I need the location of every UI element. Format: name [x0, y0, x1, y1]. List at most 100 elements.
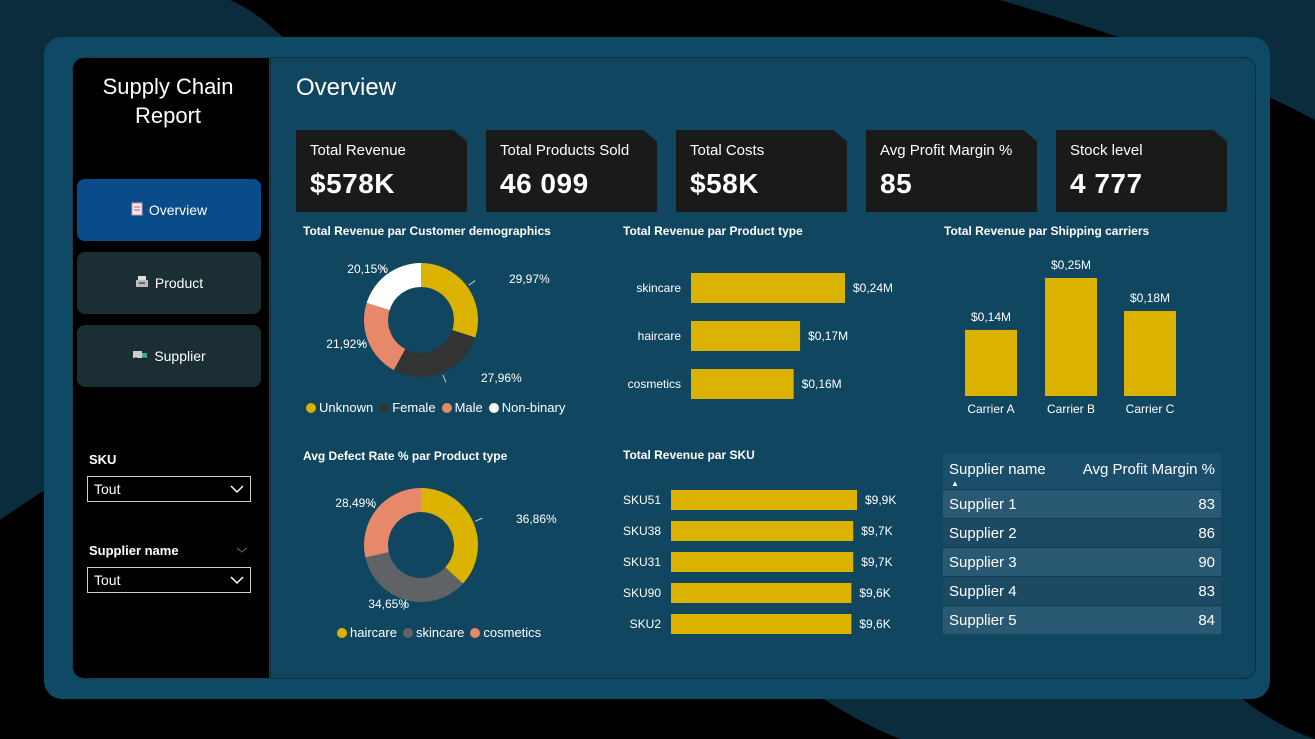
supplier-table: Supplier name ▲ Avg Profit Margin % Supp… — [943, 453, 1221, 634]
bar-sku90[interactable] — [671, 583, 852, 603]
table-row[interactable]: Supplier 2 86 — [943, 518, 1221, 547]
axis-label: SKU38 — [623, 524, 661, 538]
document-icon — [131, 202, 143, 219]
data-label: 27,96% — [481, 371, 522, 385]
bar-carrier-b[interactable] — [1045, 278, 1097, 396]
legend-item[interactable]: Unknown — [306, 400, 373, 415]
bar-sku51[interactable] — [671, 490, 857, 510]
data-label: 20,15% — [347, 262, 388, 276]
table-row[interactable]: Supplier 1 83 — [943, 489, 1221, 518]
chevron-down-icon[interactable] — [236, 545, 248, 555]
kpi-card-stock-level: Stock level 4 777 — [1056, 130, 1227, 212]
donut-slice-male[interactable] — [364, 302, 406, 371]
donut-slice-skincare[interactable] — [365, 552, 463, 602]
axis-label: haircare — [638, 329, 682, 343]
legend-defect: haircare skincare cosmetics — [337, 625, 541, 640]
sku-filter-dropdown[interactable]: Tout — [87, 476, 251, 502]
legend-item[interactable]: cosmetics — [470, 625, 541, 640]
nav-overview-label: Overview — [148, 202, 208, 218]
donut-slice-non-binary[interactable] — [366, 263, 421, 311]
bar-sku38[interactable] — [671, 521, 854, 541]
kpi-value: $58K — [690, 168, 759, 199]
nav-product-label: Product — [154, 275, 204, 291]
donut-slice-haircare[interactable] — [421, 488, 478, 584]
data-label: 34,65% — [368, 597, 409, 611]
donut-slice-unknown[interactable] — [421, 263, 478, 338]
page-title: Overview — [296, 74, 397, 101]
table-row[interactable]: Supplier 3 90 — [943, 547, 1221, 576]
axis-label: SKU51 — [623, 493, 661, 507]
sku-filter-label: SKU — [89, 452, 117, 467]
data-label: $9,7K — [861, 555, 892, 569]
bar-sku31[interactable] — [671, 552, 854, 572]
kpi-value: 4 777 — [1070, 168, 1143, 199]
axis-label: skincare — [636, 281, 681, 295]
supplier-filter-dropdown[interactable]: Tout — [87, 567, 251, 593]
bar-carrier-c[interactable] — [1124, 311, 1176, 396]
data-label: $0,16M — [802, 377, 842, 391]
data-label: $9,6K — [859, 617, 890, 631]
donut-chart-demographics[interactable]: 29,97% 27,96% 21,92% 20,15% — [291, 248, 591, 398]
data-label: $9,7K — [861, 524, 892, 538]
chart-title-defect: Avg Defect Rate % par Product type — [303, 449, 508, 463]
nav-supplier-button[interactable]: Supplier — [77, 325, 261, 387]
kpi-label: Total Revenue — [310, 142, 406, 159]
nav-overview-button[interactable]: Overview — [77, 179, 261, 241]
table-row[interactable]: Supplier 4 83 — [943, 576, 1221, 605]
supplier-filter-value: Tout — [94, 572, 121, 588]
bar-carrier-a[interactable] — [965, 329, 1017, 396]
data-label: $0,25M — [1051, 258, 1091, 272]
data-label: 21,92% — [326, 337, 367, 351]
app-title: Supply Chain Report — [102, 74, 234, 128]
legend-item[interactable]: skincare — [402, 625, 464, 640]
column-header-avg-profit-margin[interactable]: Avg Profit Margin % — [1082, 461, 1215, 478]
leader-line — [368, 502, 376, 509]
kpi-label: Avg Profit Margin % — [880, 142, 1013, 159]
kpi-label: Total Products Sold — [500, 142, 630, 159]
column-header-supplier-name[interactable]: Supplier name — [949, 461, 1046, 478]
leader-line — [380, 265, 387, 273]
sort-ascending-icon: ▲ — [951, 479, 959, 488]
sidebar: Supply Chain Report Overview Product Sup… — [72, 57, 270, 679]
legend-item[interactable]: Non-binary — [488, 400, 565, 415]
sku-filter-value: Tout — [94, 481, 121, 497]
nav-product-button[interactable]: Product — [77, 252, 261, 314]
leader-line — [442, 374, 447, 383]
data-label: $0,18M — [1130, 291, 1170, 305]
chevron-down-icon — [230, 485, 244, 494]
legend-item[interactable]: Female — [379, 400, 436, 415]
donut-slice-female[interactable] — [393, 330, 476, 377]
legend-item[interactable]: haircare — [337, 625, 397, 640]
kpi-card-total-costs: Total Costs $58K — [676, 130, 847, 212]
axis-label: Carrier B — [1047, 402, 1095, 416]
table-body: Supplier 1 83 Supplier 2 86 Supplier 3 90 S… — [943, 489, 1221, 634]
bar-chart-sku[interactable]: SKU51 $9,9K SKU38 $9,7K SKU31 $9,7K SKU90 $9,6K… — [611, 483, 911, 638]
data-label: 28,49% — [335, 496, 376, 510]
donut-chart-defect[interactable]: 36,86% 34,65% 28,49% — [291, 473, 591, 623]
bar-sku2[interactable] — [671, 614, 852, 634]
legend-demographics: Unknown Female Male Non-binary — [306, 400, 565, 415]
chart-title-demographics: Total Revenue par Customer demographics — [303, 224, 551, 238]
kpi-value: 85 — [880, 168, 913, 199]
bar-cosmetics[interactable] — [691, 369, 794, 399]
axis-label: SKU90 — [623, 586, 661, 600]
main-panel: Overview Total Revenue $578K Total Produ… — [270, 57, 1256, 679]
column-chart-carriers[interactable]: $0,14M Carrier A $0,25M Carrier B $0,18M Carr… — [951, 248, 1211, 418]
leader-line — [474, 517, 483, 522]
kpi-label: Stock level — [1070, 142, 1143, 159]
table-row[interactable]: Supplier 5 84 — [943, 605, 1221, 634]
donut-slice-cosmetics[interactable] — [364, 488, 421, 558]
legend-item[interactable]: Male — [441, 400, 483, 415]
bar-chart-product-type[interactable]: skincare $0,24M haircare $0,17M cosmetics $0,… — [611, 258, 911, 408]
supplier-filter-label: Supplier name — [89, 543, 179, 558]
axis-label: cosmetics — [628, 377, 681, 391]
data-label: $0,17M — [808, 329, 848, 343]
bar-skincare[interactable] — [691, 273, 845, 303]
bar-haircare[interactable] — [691, 321, 801, 351]
data-label: $9,6K — [859, 586, 890, 600]
data-label: 29,97% — [509, 272, 550, 286]
kpi-label: Total Costs — [690, 142, 765, 159]
data-label: $9,9K — [865, 493, 896, 507]
axis-label: Carrier A — [967, 402, 1014, 416]
chart-title-carriers: Total Revenue par Shipping carriers — [944, 224, 1150, 238]
